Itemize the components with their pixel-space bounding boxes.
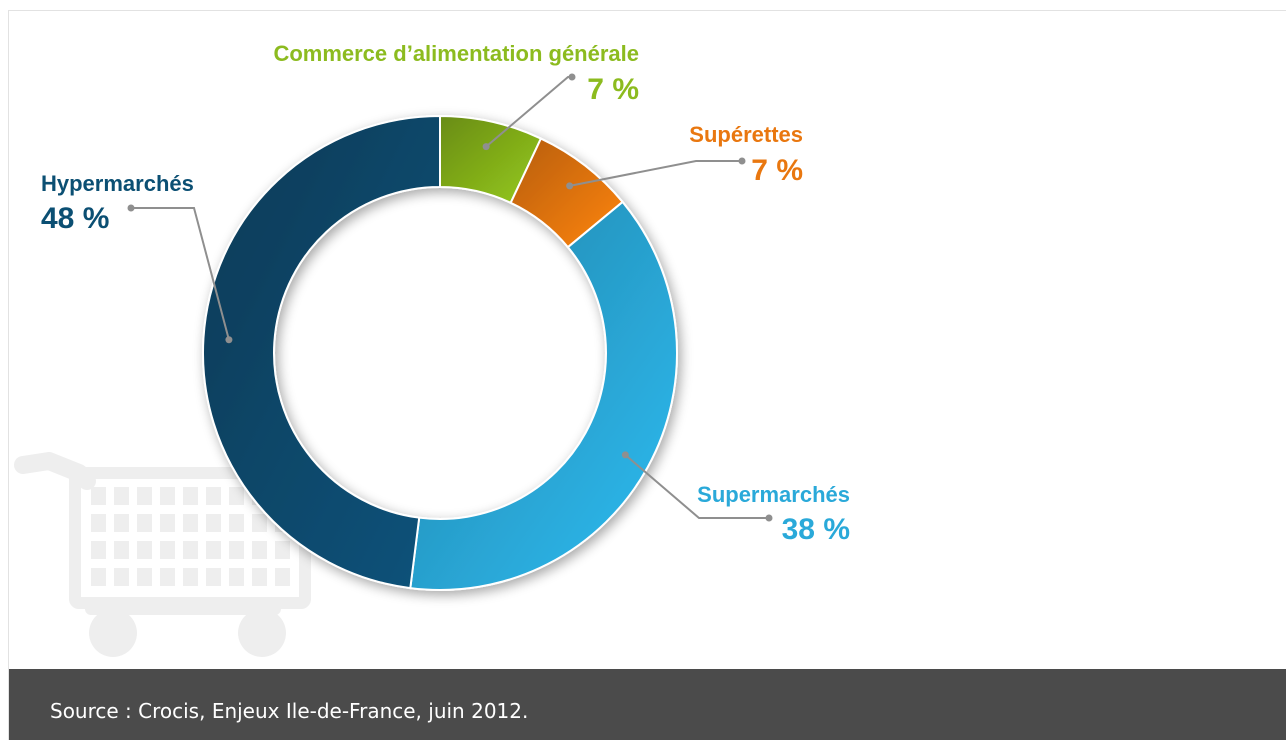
label-hypermarch-s: Hypermarchés	[41, 171, 194, 196]
label-sup-rettes: Supérettes	[689, 122, 803, 147]
chart-figure: Commerce d’alimentation générale 7 % Supér…	[8, 10, 1286, 740]
value-label-supermarch-s: 38 %	[782, 513, 850, 546]
slice-supermarch-s	[409, 200, 678, 591]
caption-bar: Source : Crocis, Enjeux Ile-de-France, j…	[9, 669, 1286, 740]
slice-hypermarch-s	[202, 114, 441, 590]
chart-area: Commerce d’alimentation générale 7 % Supér…	[9, 11, 1286, 669]
leader-dot-supermarch-s-end	[765, 514, 773, 522]
donut-chart: Commerce d’alimentation générale 7 % Supér…	[14, 41, 850, 657]
leader-line-sup-rettes	[569, 160, 742, 187]
value-label-sup-rettes: 7 %	[751, 154, 803, 187]
value-label-commerce-d-alimentation-g-n-rale: 7 %	[587, 73, 639, 106]
leader-line-supermarch-s	[624, 454, 769, 519]
leader-dot-commerce-d-alimentation-g-n-rale-end	[568, 73, 576, 81]
value-label-hypermarch-s: 48 %	[41, 202, 109, 235]
label-commerce-d-alimentation-g-n-rale: Commerce d’alimentation générale	[273, 41, 639, 66]
leader-dot-commerce-d-alimentation-g-n-rale-start	[482, 143, 490, 151]
leader-dot-supermarch-s-start	[621, 451, 629, 459]
leader-dot-hypermarch-s-end	[127, 204, 135, 212]
leader-line-hypermarch-s	[131, 207, 230, 340]
shopping-cart-icon	[14, 452, 311, 657]
leader-dot-sup-rettes-start	[566, 182, 574, 190]
source-caption: Source : Crocis, Enjeux Ile-de-France, j…	[50, 699, 529, 723]
label-supermarch-s: Supermarchés	[697, 482, 850, 507]
leader-dot-sup-rettes-end	[738, 157, 746, 165]
leader-dot-hypermarch-s-start	[225, 336, 233, 344]
